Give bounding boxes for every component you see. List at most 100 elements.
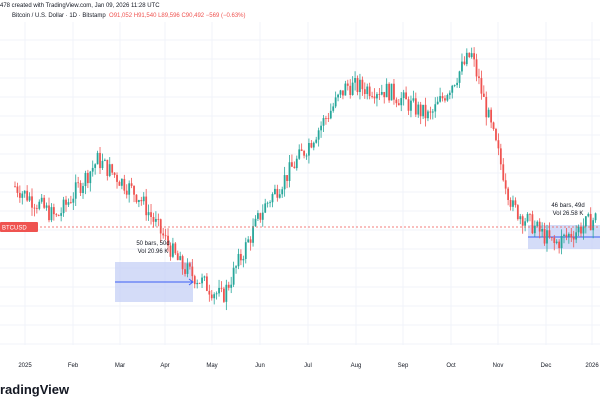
candle	[193, 274, 196, 289]
price-tag-label: BTCUSD	[2, 226, 27, 232]
candle	[487, 107, 490, 118]
measure-volume-label: Vol 26.58 K	[553, 211, 584, 217]
candle	[526, 212, 529, 223]
candle	[220, 281, 223, 293]
candle	[45, 202, 48, 211]
candle	[546, 224, 548, 252]
candle	[40, 194, 43, 204]
candle	[96, 150, 99, 165]
x-tick-label: Apr	[160, 363, 169, 369]
candle	[303, 149, 305, 159]
candle	[23, 190, 26, 198]
candle	[38, 199, 41, 211]
candle	[62, 196, 65, 217]
candle	[278, 189, 281, 199]
candle	[74, 174, 77, 206]
candle	[247, 236, 250, 243]
candle	[402, 89, 405, 106]
candle	[235, 265, 237, 274]
candle	[128, 180, 131, 203]
candle	[354, 71, 356, 91]
candle	[162, 227, 165, 239]
candle	[91, 160, 94, 177]
candle	[184, 262, 186, 277]
candle	[446, 93, 449, 102]
candle	[383, 91, 386, 104]
candle	[111, 163, 114, 176]
candle	[555, 239, 558, 245]
candle	[499, 143, 502, 171]
candle	[283, 166, 286, 197]
candle	[298, 144, 301, 160]
candle	[69, 195, 72, 204]
candle	[329, 103, 332, 120]
candle	[519, 213, 522, 225]
candle	[521, 214, 524, 234]
chart-created-note: 478 created with TradingView.com, Jan 09…	[0, 3, 160, 9]
candle	[478, 68, 480, 85]
candle	[563, 233, 565, 244]
candle	[453, 84, 456, 88]
range-box-1	[115, 262, 194, 302]
candle	[570, 227, 573, 243]
candle	[118, 180, 121, 186]
candle	[344, 80, 347, 96]
candle	[456, 77, 459, 88]
candle	[356, 75, 359, 96]
candle	[431, 108, 434, 120]
candle	[436, 96, 439, 105]
candle	[594, 212, 597, 223]
candle	[322, 115, 325, 132]
candle	[223, 286, 225, 304]
symbol-label[interactable]: Bitcoin / U.S. Dollar · 1D · Bitstamp	[12, 13, 106, 19]
candle	[529, 213, 531, 222]
candle	[215, 291, 218, 300]
candle	[393, 78, 395, 105]
candle	[580, 222, 582, 237]
candle	[266, 201, 269, 208]
candle	[186, 258, 189, 278]
candle	[458, 70, 461, 88]
candle	[351, 76, 354, 96]
candle	[171, 237, 174, 259]
candle	[21, 191, 24, 205]
candle	[533, 220, 536, 237]
candle	[293, 161, 296, 169]
candle	[264, 198, 267, 214]
price-tag: BTCUSD	[0, 222, 38, 232]
candle	[213, 292, 216, 305]
candle	[276, 184, 279, 202]
candle	[300, 143, 303, 152]
candle	[444, 95, 446, 103]
candle	[77, 176, 80, 188]
candle	[48, 197, 50, 223]
candle	[388, 82, 390, 103]
x-tick-label: Mar	[115, 363, 125, 369]
candle	[113, 172, 116, 178]
candle	[368, 82, 371, 100]
candle	[230, 276, 233, 294]
candle	[424, 97, 427, 127]
candle	[18, 185, 21, 203]
candle	[140, 196, 143, 206]
candle	[257, 210, 259, 221]
candle	[286, 175, 288, 189]
measure-bars-label: 50 bars, 50d	[136, 241, 169, 247]
candle	[135, 194, 138, 204]
candle	[189, 261, 191, 270]
candle	[106, 159, 109, 181]
candle	[244, 237, 247, 264]
x-tick-label: Jul	[304, 363, 312, 369]
candle	[567, 232, 570, 244]
candle	[60, 207, 63, 222]
candle	[524, 217, 527, 232]
measure-bars-label: 46 bars, 49d	[551, 203, 584, 209]
candle	[429, 106, 432, 120]
candle	[240, 249, 242, 266]
candle	[191, 259, 194, 281]
candle	[361, 76, 364, 96]
candle	[419, 101, 422, 125]
candle	[589, 207, 592, 231]
candle	[242, 255, 245, 268]
